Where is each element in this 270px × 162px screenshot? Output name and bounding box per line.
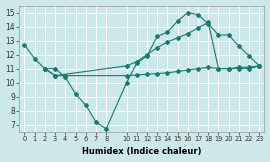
X-axis label: Humidex (Indice chaleur): Humidex (Indice chaleur) <box>82 147 202 156</box>
